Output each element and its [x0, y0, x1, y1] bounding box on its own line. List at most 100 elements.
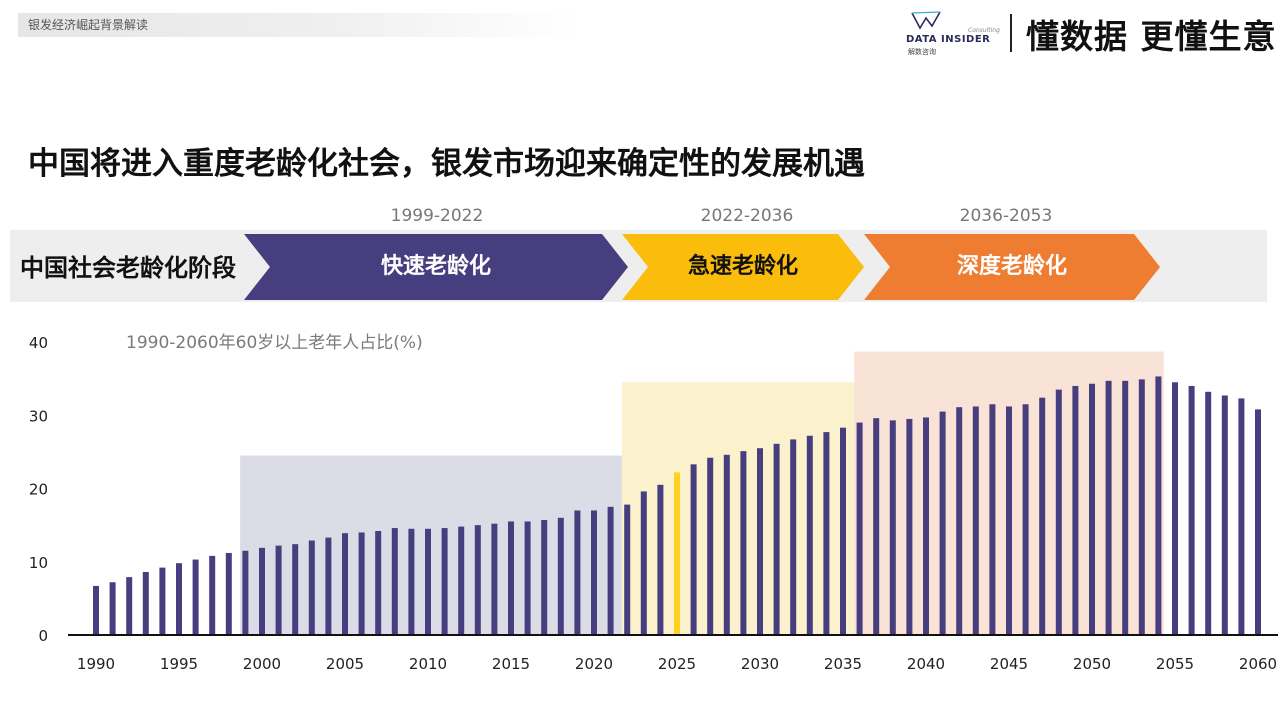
bar-2035 — [840, 427, 846, 635]
bar-2015 — [508, 521, 514, 635]
bar-2014 — [491, 523, 498, 635]
x-tick-label: 2015 — [492, 655, 530, 673]
bar-2001 — [275, 545, 282, 635]
bar-2030 — [757, 448, 763, 635]
stage-name-2: 急速老龄化 — [687, 254, 798, 279]
bar-1999 — [242, 550, 249, 635]
x-tick-label: 2000 — [243, 655, 281, 673]
bar-2055 — [1172, 382, 1178, 635]
bar-2049 — [1072, 385, 1079, 635]
page-title: 中国将进入重度老龄化社会，银发市场迎来确定性的发展机遇 — [28, 146, 865, 182]
section-tag: 银发经济崛起背景解读 — [18, 13, 578, 37]
y-tick-label: 10 — [29, 554, 48, 572]
x-tick-label: 2030 — [741, 655, 779, 673]
logo-small-text: Consulting — [968, 27, 1000, 34]
y-tick-label: 0 — [38, 627, 48, 645]
bar-2010 — [425, 528, 431, 635]
bar-1995 — [176, 563, 182, 635]
bar-2043 — [972, 406, 979, 635]
x-tick-label: 2010 — [409, 655, 447, 673]
bar-2022 — [624, 504, 631, 635]
bar-2004 — [325, 537, 332, 635]
stage-period-1: 1999-2022 — [390, 206, 484, 226]
stage-shade-1 — [240, 455, 633, 635]
bar-2021 — [607, 506, 614, 635]
stage-arrow-1 — [244, 234, 628, 300]
bar-2002 — [292, 544, 299, 635]
logo-name: DATA INSIDER — [906, 34, 991, 45]
x-tick-label: 2040 — [907, 655, 945, 673]
bar-2056 — [1188, 385, 1195, 635]
bar-2034 — [823, 432, 830, 635]
bar-2023 — [640, 491, 647, 635]
bar-2026 — [690, 464, 697, 635]
bar-1990 — [93, 585, 99, 635]
bar-2057 — [1205, 391, 1212, 635]
bar-1998 — [225, 552, 232, 635]
bar-2058 — [1221, 395, 1228, 635]
bar-2017 — [541, 519, 548, 635]
bar-2050 — [1089, 383, 1095, 635]
bar-2028 — [723, 454, 730, 635]
bar-2019 — [574, 510, 581, 635]
bar-2039 — [906, 418, 913, 635]
header-divider — [1010, 14, 1012, 52]
x-tick-label: 1995 — [160, 655, 198, 673]
bar-2024 — [657, 484, 664, 635]
x-tick-label: 2025 — [658, 655, 696, 673]
stage-name-3: 深度老龄化 — [956, 254, 1067, 279]
bar-2041 — [939, 411, 946, 635]
bar-2016 — [524, 521, 531, 635]
bar-2054 — [1155, 376, 1162, 635]
x-tick-label: 2045 — [990, 655, 1028, 673]
x-tick-label: 2035 — [824, 655, 862, 673]
y-tick-label: 20 — [29, 481, 48, 499]
bar-2045 — [1006, 406, 1012, 635]
bar-2012 — [458, 526, 465, 635]
bar-1996 — [192, 559, 199, 635]
bar-2040 — [923, 417, 929, 635]
bar-2013 — [474, 525, 481, 635]
bar-2047 — [1039, 397, 1046, 635]
bar-1994 — [159, 567, 166, 635]
bar-2048 — [1055, 389, 1062, 635]
bar-2051 — [1105, 380, 1112, 635]
bar-2007 — [375, 530, 382, 635]
bar-2009 — [408, 528, 415, 635]
bar-2044 — [989, 404, 996, 635]
stage-name-1: 快速老龄化 — [380, 254, 491, 279]
bar-2037 — [873, 418, 880, 635]
x-tick-label: 2020 — [575, 655, 613, 673]
bar-2003 — [308, 540, 315, 635]
stage-arrow-3 — [864, 234, 1160, 300]
bar-2000 — [259, 547, 265, 635]
bar-2032 — [790, 439, 797, 635]
bar-2042 — [956, 407, 963, 635]
bar-1997 — [209, 555, 216, 635]
x-tick-label: 2005 — [326, 655, 364, 673]
logo-cn-name: 解数咨询 — [908, 48, 936, 56]
bar-2031 — [773, 443, 780, 635]
bar-1993 — [142, 572, 149, 635]
bar-2046 — [1022, 404, 1029, 635]
x-tick-label: 2060 — [1239, 655, 1277, 673]
x-tick-label: 2055 — [1156, 655, 1194, 673]
bar-2052 — [1122, 380, 1129, 635]
stage-period-2: 2022-2036 — [700, 206, 794, 226]
bar-2006 — [358, 532, 365, 635]
stage-period-3: 2036-2053 — [959, 206, 1053, 226]
x-tick-label: 1990 — [77, 655, 115, 673]
y-tick-label: 40 — [29, 334, 48, 352]
bar-2018 — [557, 517, 564, 635]
bar-2020 — [591, 510, 597, 635]
bar-2053 — [1138, 379, 1145, 635]
bar-2029 — [740, 451, 747, 635]
company-logo: Consulting DATA INSIDER 解数咨询 — [906, 8, 1000, 56]
bar-2033 — [806, 435, 813, 635]
bar-2005 — [342, 533, 348, 635]
logo-mark-icon — [911, 11, 941, 30]
bar-2060 — [1255, 409, 1261, 635]
bar-1991 — [109, 582, 116, 635]
chart-title: 1990-2060年60岁以上老年人占比(%) — [126, 333, 423, 353]
